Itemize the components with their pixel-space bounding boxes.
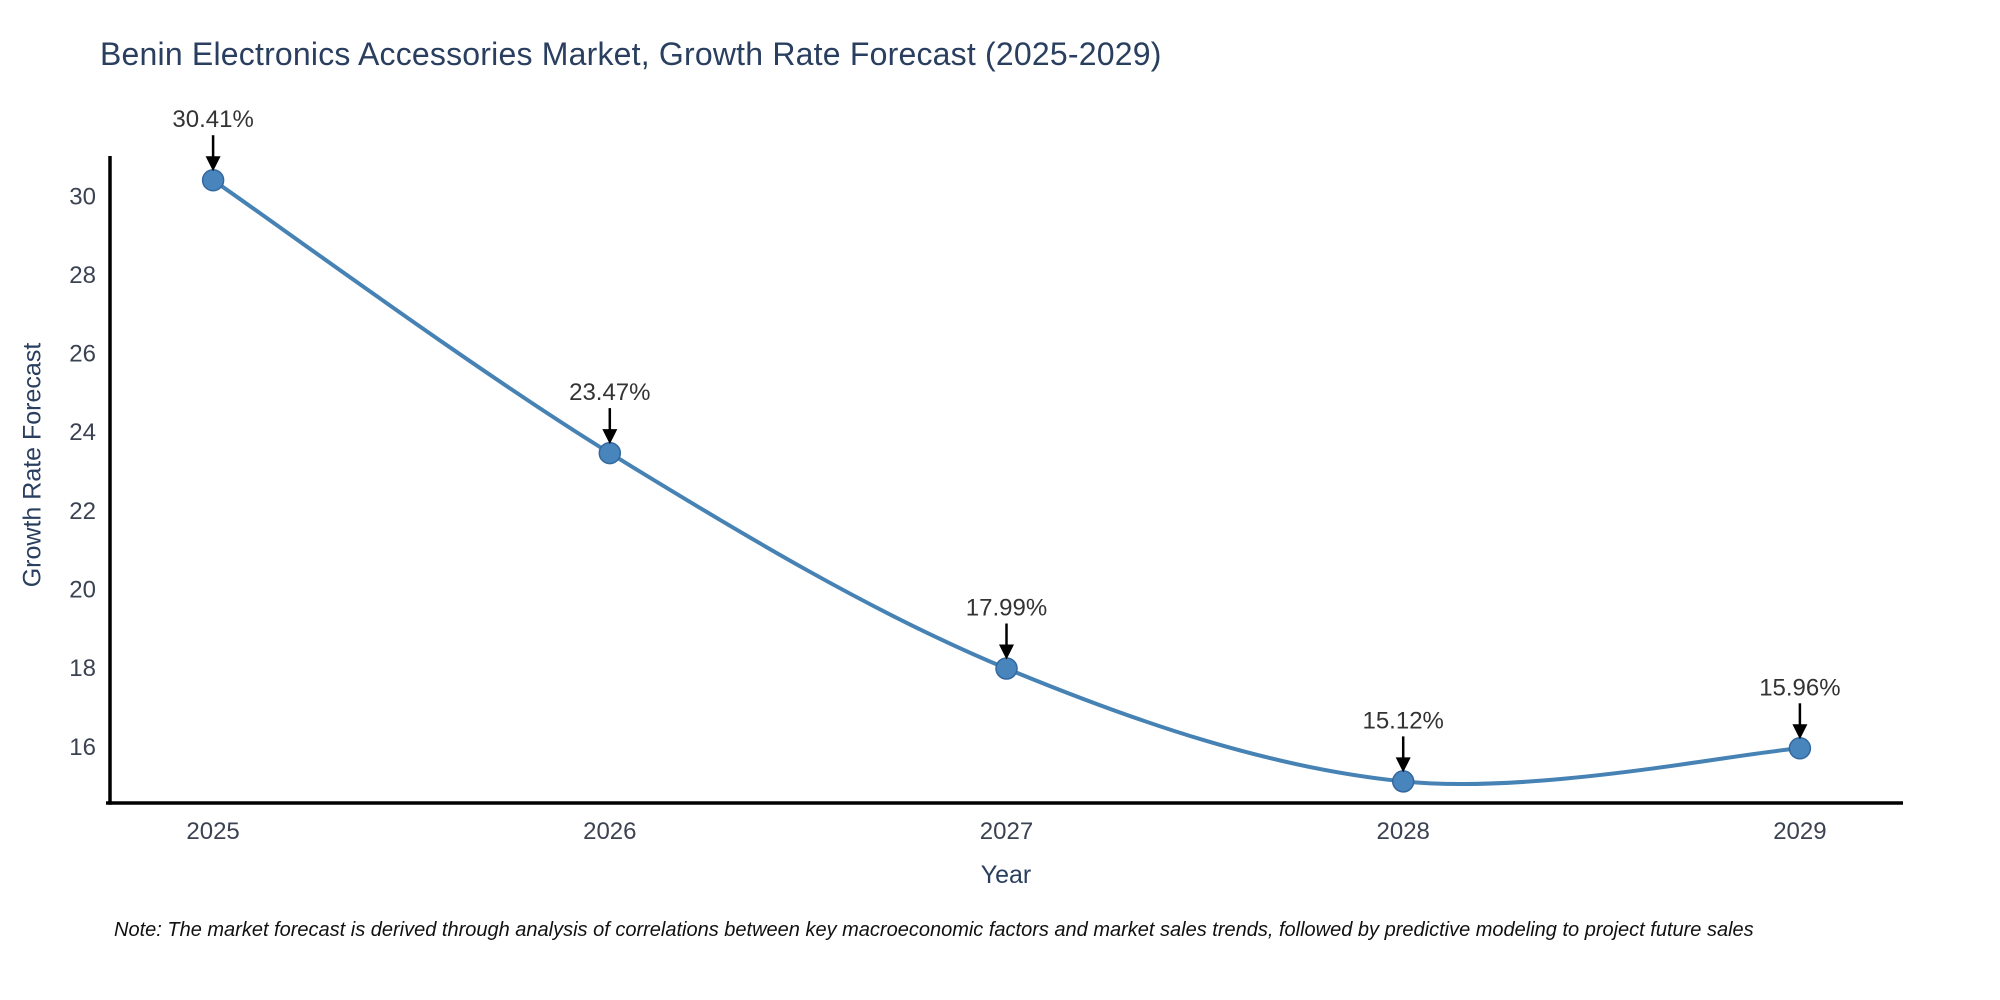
point-annotation-label: 15.12% <box>1362 707 1443 734</box>
annotation-arrow-head <box>602 429 618 445</box>
y-tick-label: 28 <box>69 262 96 289</box>
annotation-arrow-head <box>1395 757 1411 773</box>
x-tick-label: 2025 <box>186 818 239 845</box>
x-tick-label: 2026 <box>583 818 636 845</box>
data-point-marker <box>201 168 225 192</box>
y-tick-label: 16 <box>69 734 96 761</box>
point-annotation-label: 23.47% <box>569 379 650 406</box>
line-series <box>211 178 1802 787</box>
y-tick-label: 30 <box>69 183 96 210</box>
data-point-marker <box>598 441 622 465</box>
annotation-arrow-head <box>999 644 1014 660</box>
y-tick-label: 18 <box>69 655 96 682</box>
annotation-arrow-head <box>1792 724 1808 740</box>
point-annotation-label: 30.41% <box>172 106 253 133</box>
x-tick-label: 2029 <box>1773 818 1826 845</box>
point-annotation-label: 17.99% <box>966 595 1047 622</box>
point-annotation-label: 15.96% <box>1759 674 1840 701</box>
y-tick-label: 24 <box>69 419 96 446</box>
x-tick-label: 2028 <box>1377 818 1430 845</box>
data-point-marker <box>1391 770 1415 793</box>
y-axis-title: Growth Rate Forecast <box>18 342 47 588</box>
annotation-arrow-head <box>205 156 221 172</box>
y-tick-label: 20 <box>69 577 96 604</box>
chart-title: Benin Electronics Accessories Market, Gr… <box>100 36 1162 72</box>
footnote: Note: The market forecast is derived thr… <box>114 919 1754 941</box>
y-tick-label: 26 <box>69 341 96 368</box>
data-point-marker <box>995 657 1018 680</box>
x-tick-label: 2027 <box>980 818 1033 845</box>
data-point-marker <box>1788 737 1812 760</box>
y-tick-label: 22 <box>69 498 96 525</box>
x-axis-title: Year <box>980 861 1032 889</box>
